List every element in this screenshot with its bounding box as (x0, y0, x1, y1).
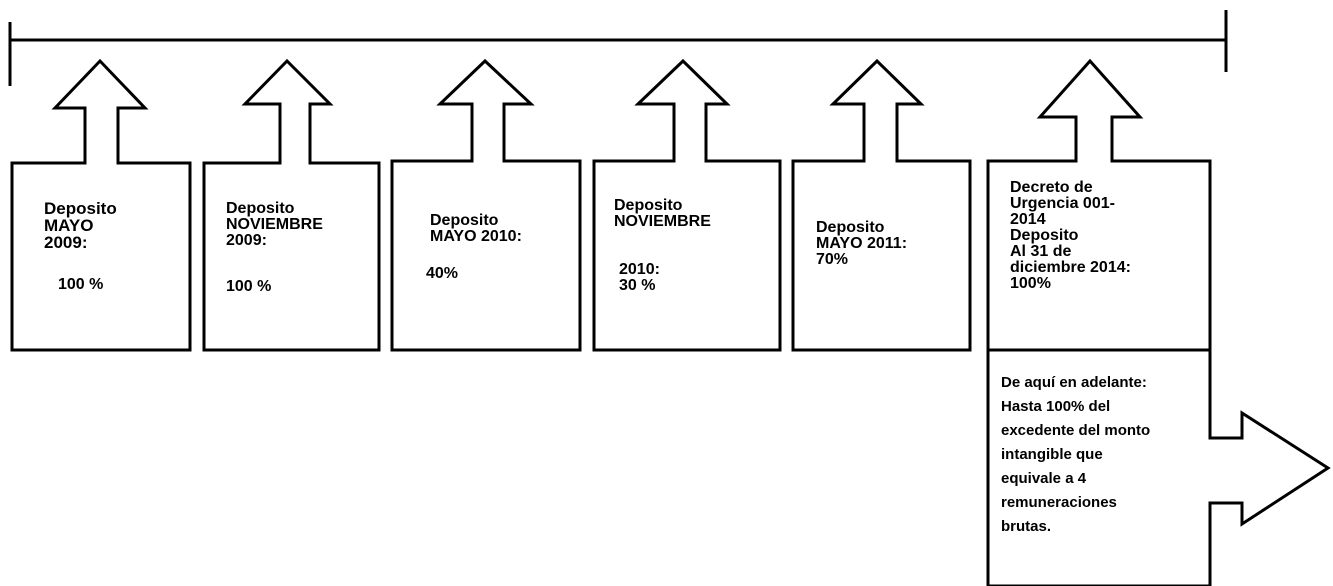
box-1-value: 100 % (58, 276, 104, 293)
box-1-title: Deposito MAYO 2009: (44, 199, 117, 252)
milestone-box-nov-2009 (202, 58, 381, 352)
milestone-box-may-2011 (791, 58, 972, 352)
future-box (986, 348, 1331, 586)
milestone-box-may-2010 (390, 58, 582, 352)
box-4-value: 2010: 30 % (619, 261, 660, 294)
box-4-title: Deposito NOVIEMBRE (614, 197, 711, 230)
future-text: De aquí en adelante: Hasta 100% del exce… (1001, 374, 1151, 535)
milestone-box-may-2009 (10, 58, 192, 352)
box-2-value: 100 % (226, 278, 272, 295)
milestone-box-nov-2010 (592, 58, 782, 352)
box-6-title: Decreto de Urgencia 001- 2014 Deposito A… (1010, 179, 1131, 292)
box-2-title: Deposito NOVIEMBRE 2009: (226, 200, 323, 249)
box-3-title: Deposito MAYO 2010: (430, 212, 522, 245)
box-3-value: 40% (426, 265, 459, 282)
box-5-title: Deposito MAYO 2011: 70% (816, 219, 908, 268)
